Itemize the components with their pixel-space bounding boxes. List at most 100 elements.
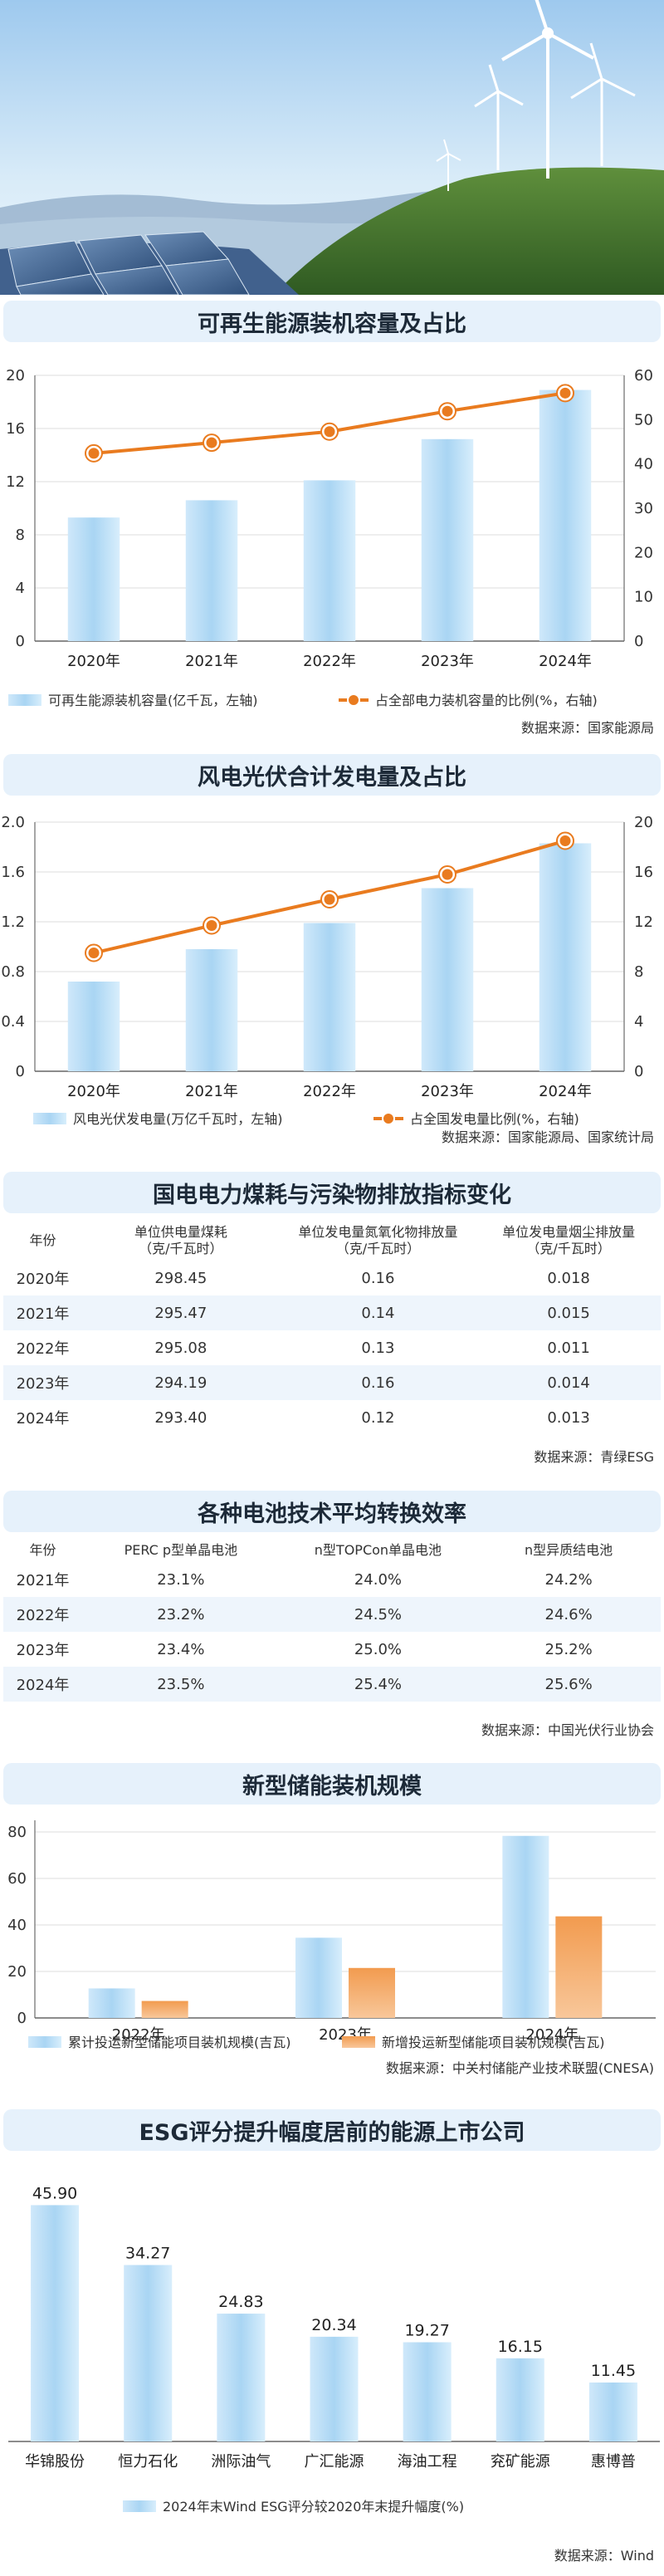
bar-new <box>141 2001 188 2018</box>
x-tick-label: 华锦股份 <box>25 2453 85 2471</box>
y-left-tick: 2.0 <box>1 814 25 831</box>
table-cell: 2021年 <box>3 1295 83 1330</box>
x-tick-label: 2024年 <box>539 653 592 670</box>
table-cell: 2022年 <box>16 1340 70 1358</box>
line-marker <box>559 387 571 399</box>
legend-swatch <box>28 2036 61 2048</box>
hero-illustration <box>0 0 664 295</box>
column-header: 单位供电量煤耗 （克/千瓦时） <box>134 1224 227 1256</box>
y-tick: 20 <box>7 1963 27 1981</box>
x-tick-label: 兖矿能源 <box>491 2453 550 2471</box>
bar <box>31 2205 80 2441</box>
table-cell: 0.018 <box>547 1269 590 1287</box>
line-marker <box>324 426 335 438</box>
y-right-tick: 60 <box>634 367 653 384</box>
table-cell: 23.4% <box>157 1640 205 1658</box>
line-marker <box>88 948 100 958</box>
table-cell: 24.6% <box>476 1597 661 1632</box>
legend-swatch <box>123 2500 156 2512</box>
y-left-tick: 12 <box>6 473 25 491</box>
section-title-wind-solar: 风电光伏合计发电量及占比 <box>3 754 661 796</box>
table-cell: 295.08 <box>154 1339 208 1357</box>
x-tick-label: 海油工程 <box>398 2453 457 2471</box>
esg-score-chart: 45.90 华锦股份 34.27 恒力石化 24.83 洲际油气 20.34 广汇能源 19.2… <box>8 2184 660 2515</box>
x-tick-label: 恒力石化 <box>118 2453 178 2471</box>
x-tick-label: 2020年 <box>67 1083 120 1100</box>
legend-label: 新增投运新型储能项目装机规模(吉瓦) <box>382 2035 605 2050</box>
x-tick-label: 2022年 <box>303 1083 356 1100</box>
table-cell: 24.0% <box>354 1570 403 1589</box>
y-left-tick: 4 <box>16 580 25 597</box>
x-tick-label: 2024年 <box>539 1083 592 1100</box>
line-marker <box>324 894 335 905</box>
bar-cumulative <box>88 1988 135 2018</box>
y-right-tick: 30 <box>634 500 653 517</box>
table-cell: 2023年 <box>16 1642 70 1659</box>
y-left-tick: 1.2 <box>1 913 25 931</box>
data-label: 34.27 <box>125 2245 170 2263</box>
table-cell: 2022年 <box>3 1597 83 1632</box>
wind-solar-generation-chart: 0 0.4 0.8 1.2 1.6 2.0 0 4 8 12 16 20 2020年 2021年 2022年… <box>1 814 653 1127</box>
column-header: n型TOPCon单晶电池 <box>314 1542 442 1558</box>
y-tick: 40 <box>7 1917 27 1934</box>
y-tick: 60 <box>7 1870 27 1888</box>
data-label: 11.45 <box>591 2362 636 2380</box>
legend-label: 占全国发电量比例(%，右轴) <box>410 1111 579 1127</box>
y-right-tick: 12 <box>634 913 653 931</box>
source-note: 数据来源：中国光伏行业协会 <box>481 1722 654 1738</box>
y-left-tick: 0.4 <box>1 1013 25 1031</box>
legend-label: 占全部电力装机容量的比例(%，右轴) <box>375 693 598 708</box>
y-right-tick: 40 <box>634 456 653 473</box>
bar-new <box>555 1916 603 2018</box>
y-left-tick: 16 <box>6 420 25 438</box>
legend-marker <box>382 1112 395 1125</box>
y-right-tick: 20 <box>634 814 653 831</box>
bar <box>67 517 120 641</box>
bar <box>421 888 474 1071</box>
battery-efficiency-table: 年份 PERC p型单晶电池 n型TOPCon单晶电池 n型异质结电池 2021年 23.… <box>3 1539 661 1702</box>
table-cell: 2023年 <box>3 1365 83 1400</box>
bar <box>496 2358 544 2441</box>
y-left-tick: 0.8 <box>1 963 25 981</box>
legend-marker <box>347 693 360 707</box>
table-cell: 0.014 <box>476 1365 661 1400</box>
bar <box>185 949 238 1071</box>
legend-swatch-bar <box>8 694 42 706</box>
table-cell: 0.12 <box>361 1408 395 1427</box>
column-header: 年份 <box>29 1232 56 1248</box>
y-left-tick: 0 <box>16 1063 25 1080</box>
table-cell: 24.5% <box>279 1597 477 1632</box>
data-label: 20.34 <box>311 2316 356 2334</box>
column-header: 单位发电量烟尘排放量 （克/千瓦时） <box>502 1224 636 1256</box>
table-cell: 0.13 <box>361 1339 395 1357</box>
bar <box>421 438 474 641</box>
table-cell: 23.5% <box>82 1667 280 1702</box>
table-cell: 295.47 <box>82 1295 280 1330</box>
source-note: 数据来源：Wind <box>554 2548 654 2564</box>
table-cell: 2024年 <box>3 1667 83 1702</box>
table-cell: 0.011 <box>547 1339 590 1357</box>
column-header: 年份 <box>29 1542 56 1558</box>
column-header: n型异质结电池 <box>525 1542 613 1558</box>
y-right-tick: 4 <box>634 1013 643 1031</box>
bar-cumulative <box>295 1937 342 2018</box>
table-cell: 25.6% <box>476 1667 661 1702</box>
section-title-renewable: 可再生能源装机容量及占比 <box>3 301 661 342</box>
column-header: 单位发电量氮氧化物排放量 （克/千瓦时） <box>298 1224 458 1256</box>
table-cell: 25.4% <box>279 1667 477 1702</box>
y-left-tick: 1.6 <box>1 864 25 881</box>
table-cell: 2024年 <box>16 1410 70 1428</box>
bar <box>67 982 120 1071</box>
table-row: 2021年 295.47 0.14 0.015 <box>3 1295 661 1330</box>
table-row: 2022年 295.08 0.13 0.011 <box>3 1330 661 1365</box>
source-note: 数据来源：青绿ESG <box>534 1449 654 1465</box>
data-label: 19.27 <box>404 2322 449 2340</box>
table-row: 2024年 23.5% 25.4% 25.6% <box>3 1667 661 1702</box>
legend-swatch-bar <box>33 1113 66 1124</box>
legend-label: 2024年末Wind ESG评分较2020年末提升幅度(%) <box>163 2499 464 2515</box>
bar <box>539 843 592 1071</box>
table-cell: 298.45 <box>154 1269 208 1287</box>
y-right-tick: 50 <box>634 411 653 429</box>
bar <box>310 2336 359 2441</box>
